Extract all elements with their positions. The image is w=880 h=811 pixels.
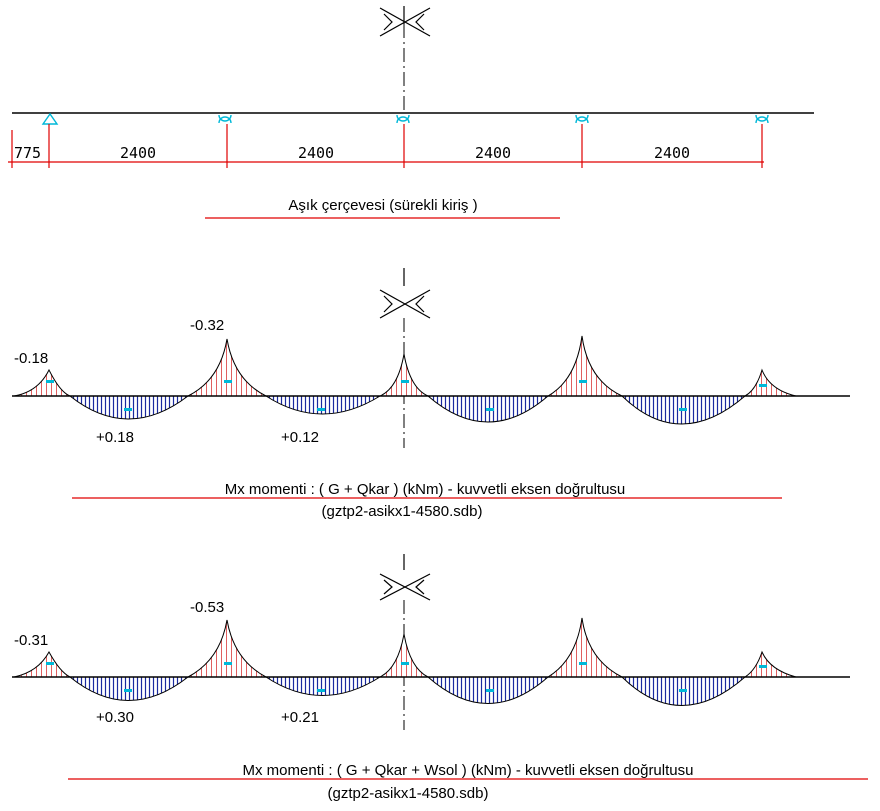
support-pin-icon — [41, 112, 59, 125]
positive-moment-region — [68, 395, 747, 425]
support-roller-icon — [396, 114, 410, 124]
moment-value: +0.12 — [281, 429, 319, 446]
node-markers — [46, 662, 767, 692]
moment-diagram-2: -0.31 -0.53 +0.30 +0.21 Mx momenti : ( G… — [12, 554, 868, 802]
moment-value: -0.18 — [14, 350, 48, 367]
structure-caption: Aşık çerçevesi (sürekli kiriş ) — [288, 197, 477, 214]
support-roller-icon — [218, 114, 232, 124]
dimension-span: 2400 — [654, 144, 690, 162]
moment-value: +0.21 — [281, 709, 319, 726]
symmetry-symbol — [379, 268, 431, 319]
negative-moment-region — [13, 335, 797, 397]
symmetry-symbol — [379, 6, 431, 37]
moment-value: +0.30 — [96, 709, 134, 726]
support-roller-icon — [755, 114, 769, 124]
dimension-span: 2400 — [475, 144, 511, 162]
dimension-span: 2400 — [120, 144, 156, 162]
positive-moment-region — [68, 676, 747, 706]
structure-section: 775 2400 2400 2400 2400 Aşık çerçevesi (… — [8, 6, 814, 219]
negative-moment-region — [13, 617, 797, 678]
support-roller-icon — [575, 114, 589, 124]
diagram-source-file: (gztp2-asikx1-4580.sdb) — [322, 503, 483, 520]
moment-value: -0.32 — [190, 317, 224, 334]
dimension-line — [8, 124, 764, 168]
node-markers — [46, 380, 767, 411]
dimension-first-span: 775 — [14, 144, 41, 162]
symmetry-symbol — [379, 554, 431, 601]
moment-value: -0.53 — [190, 599, 224, 616]
diagram-caption: Mx momenti : ( G + Qkar + Wsol ) (kNm) -… — [243, 762, 694, 779]
diagram-caption: Mx momenti : ( G + Qkar ) (kNm) - kuvvet… — [225, 481, 626, 498]
supports — [41, 112, 769, 125]
dimension-span: 2400 — [298, 144, 334, 162]
moment-value: -0.31 — [14, 632, 48, 649]
moment-value: +0.18 — [96, 429, 134, 446]
moment-diagram-1: -0.18 -0.32 +0.18 +0.12 Mx momenti : ( G… — [12, 268, 850, 520]
diagram-source-file: (gztp2-asikx1-4580.sdb) — [328, 785, 489, 802]
